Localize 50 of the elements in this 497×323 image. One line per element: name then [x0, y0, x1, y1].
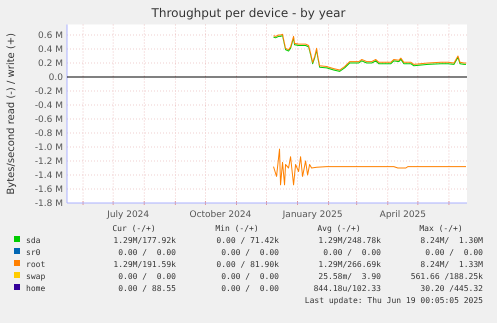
x-tick-label: October 2024 — [189, 210, 252, 220]
text: Min (-/+) — [215, 224, 259, 233]
legend-label: swap — [26, 272, 46, 281]
text: 30.20 /445.32 — [420, 284, 484, 293]
text: 0.00 / 0.00 — [323, 248, 382, 257]
text: Avg (-/+) — [317, 224, 361, 233]
text: 1.29M/248.78k — [318, 236, 382, 245]
y-tick-label: -1.2 M — [34, 157, 63, 168]
text: 1.29M/191.59k — [113, 260, 176, 269]
y-tick-label: -0.8 M — [34, 129, 63, 140]
text: 561.66 /188.25k — [410, 272, 484, 281]
y-tick-label: 0.4 M — [38, 45, 63, 56]
y-tick-label: -1.8 M — [34, 199, 63, 210]
y-tick-label: -0.4 M — [34, 101, 63, 112]
legend-label: sda — [26, 236, 41, 245]
text: 1.29M/266.69k — [318, 260, 382, 269]
text: 8.24M/ 1.33M — [420, 260, 484, 269]
text: 0.00 / 0.00 — [118, 272, 176, 281]
y-tick-label: -1.0 M — [34, 143, 63, 154]
text: 0.00 / 88.55 — [118, 284, 176, 293]
text: 8.24M/ 1.30M — [420, 236, 484, 245]
text: 0.00 / 0.00 — [425, 248, 484, 257]
text: 844.18u/102.33 — [314, 284, 382, 293]
chart-title: Throughput per device - by year — [150, 6, 346, 20]
legend-label: home — [26, 284, 46, 293]
y-axis-title: Bytes/second read (-) / write (+) — [6, 32, 17, 195]
y-tick-label: -0.2 M — [34, 87, 63, 98]
text: Cur (-/+) — [112, 224, 156, 233]
text: 25.58m/ 3.90 — [318, 272, 382, 281]
y-tick-label: 0.0 — [48, 73, 64, 84]
text: 0.00 / 71.42k — [216, 236, 280, 245]
text: 0.00 / 0.00 — [118, 248, 176, 257]
text: 0.00 / 81.90k — [216, 260, 280, 269]
y-tick-label: -0.6 M — [34, 115, 63, 126]
x-tick-label: April 2025 — [380, 210, 426, 220]
text: 0.00 / 0.00 — [221, 248, 280, 257]
line-series — [273, 148, 466, 186]
y-tick-label: 0.2 M — [38, 59, 63, 70]
legend-label: sr0 — [26, 248, 41, 257]
legend-label: root — [26, 260, 46, 269]
y-tick-label: 0.6 M — [38, 31, 63, 42]
text: 0.00 / 0.00 — [221, 284, 280, 293]
y-tick-label: -1.6 M — [34, 185, 63, 196]
text: Last update: Thu Jun 19 00:05:05 2025 — [304, 296, 484, 305]
text: Max (-/+) — [419, 224, 463, 233]
text: 0.00 / 0.00 — [221, 272, 280, 281]
x-tick-label: July 2024 — [106, 210, 150, 220]
y-tick-label: -1.4 M — [34, 171, 63, 182]
x-tick-label: January 2025 — [282, 210, 343, 220]
text: 1.29M/177.92k — [113, 236, 176, 245]
